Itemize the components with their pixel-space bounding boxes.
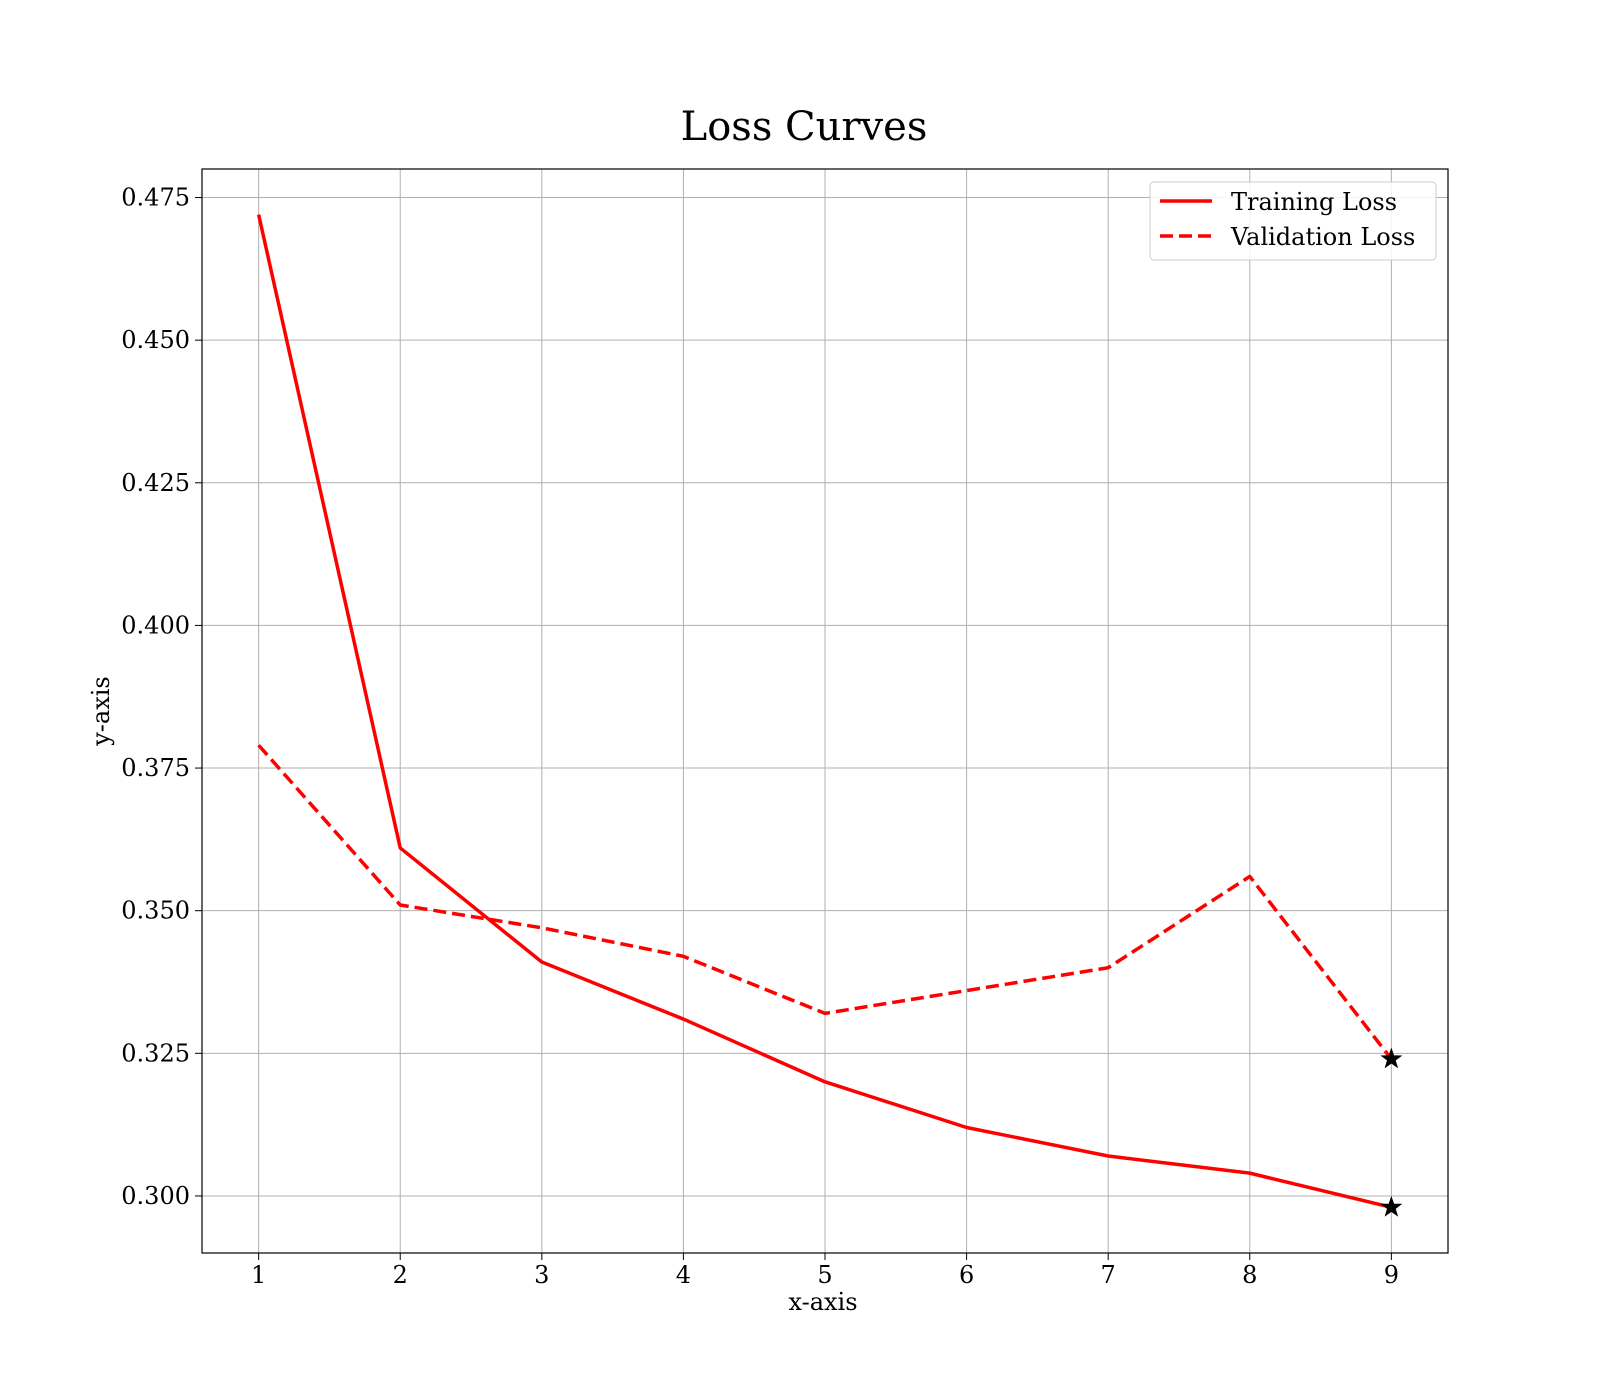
series-line-training-loss bbox=[256, 214, 1392, 1210]
grid bbox=[202, 169, 1448, 1253]
end-marker-star-validation-loss bbox=[1380, 1047, 1403, 1069]
legend-label-validation-loss: Validation Loss bbox=[1230, 223, 1415, 251]
x-tick-label: 6 bbox=[959, 1261, 974, 1289]
y-tick-label: 0.450 bbox=[121, 326, 190, 354]
y-tick-label: 0.350 bbox=[121, 897, 190, 925]
x-tick-label: 7 bbox=[1101, 1261, 1116, 1289]
axis-ticks: 1 2 3 4 5 6 7 8 9 0.300 0.325 0.350 0.375 0.400 0.425 0… bbox=[121, 184, 1399, 1289]
y-axis-label: y-axis bbox=[87, 676, 115, 747]
x-tick-label: 3 bbox=[534, 1261, 549, 1289]
y-tick-label: 0.475 bbox=[121, 184, 190, 212]
y-tick-label: 0.300 bbox=[121, 1182, 190, 1210]
y-tick-label: 0.375 bbox=[121, 754, 190, 782]
x-tick-label: 4 bbox=[676, 1261, 691, 1289]
x-tick-label: 8 bbox=[1242, 1261, 1257, 1289]
end-markers bbox=[1380, 1047, 1403, 1217]
legend: Training Loss Validation Loss bbox=[1149, 181, 1437, 261]
x-axis-label: x-axis bbox=[788, 1288, 857, 1316]
series-lines bbox=[256, 214, 1393, 1210]
x-tick-label: 9 bbox=[1384, 1261, 1399, 1289]
x-tick-label: 1 bbox=[251, 1261, 266, 1289]
chart-title: Loss Curves bbox=[681, 104, 928, 150]
end-marker-star-training-loss bbox=[1380, 1195, 1403, 1217]
legend-label-training-loss: Training Loss bbox=[1231, 188, 1397, 216]
x-tick-label: 2 bbox=[393, 1261, 408, 1289]
y-tick-label: 0.425 bbox=[121, 469, 190, 497]
y-tick-label: 0.400 bbox=[121, 611, 190, 639]
x-tick-label: 5 bbox=[817, 1261, 832, 1289]
y-tick-label: 0.325 bbox=[121, 1039, 190, 1067]
legend-box bbox=[1149, 181, 1437, 261]
series-line-validation-loss bbox=[257, 744, 1393, 1061]
